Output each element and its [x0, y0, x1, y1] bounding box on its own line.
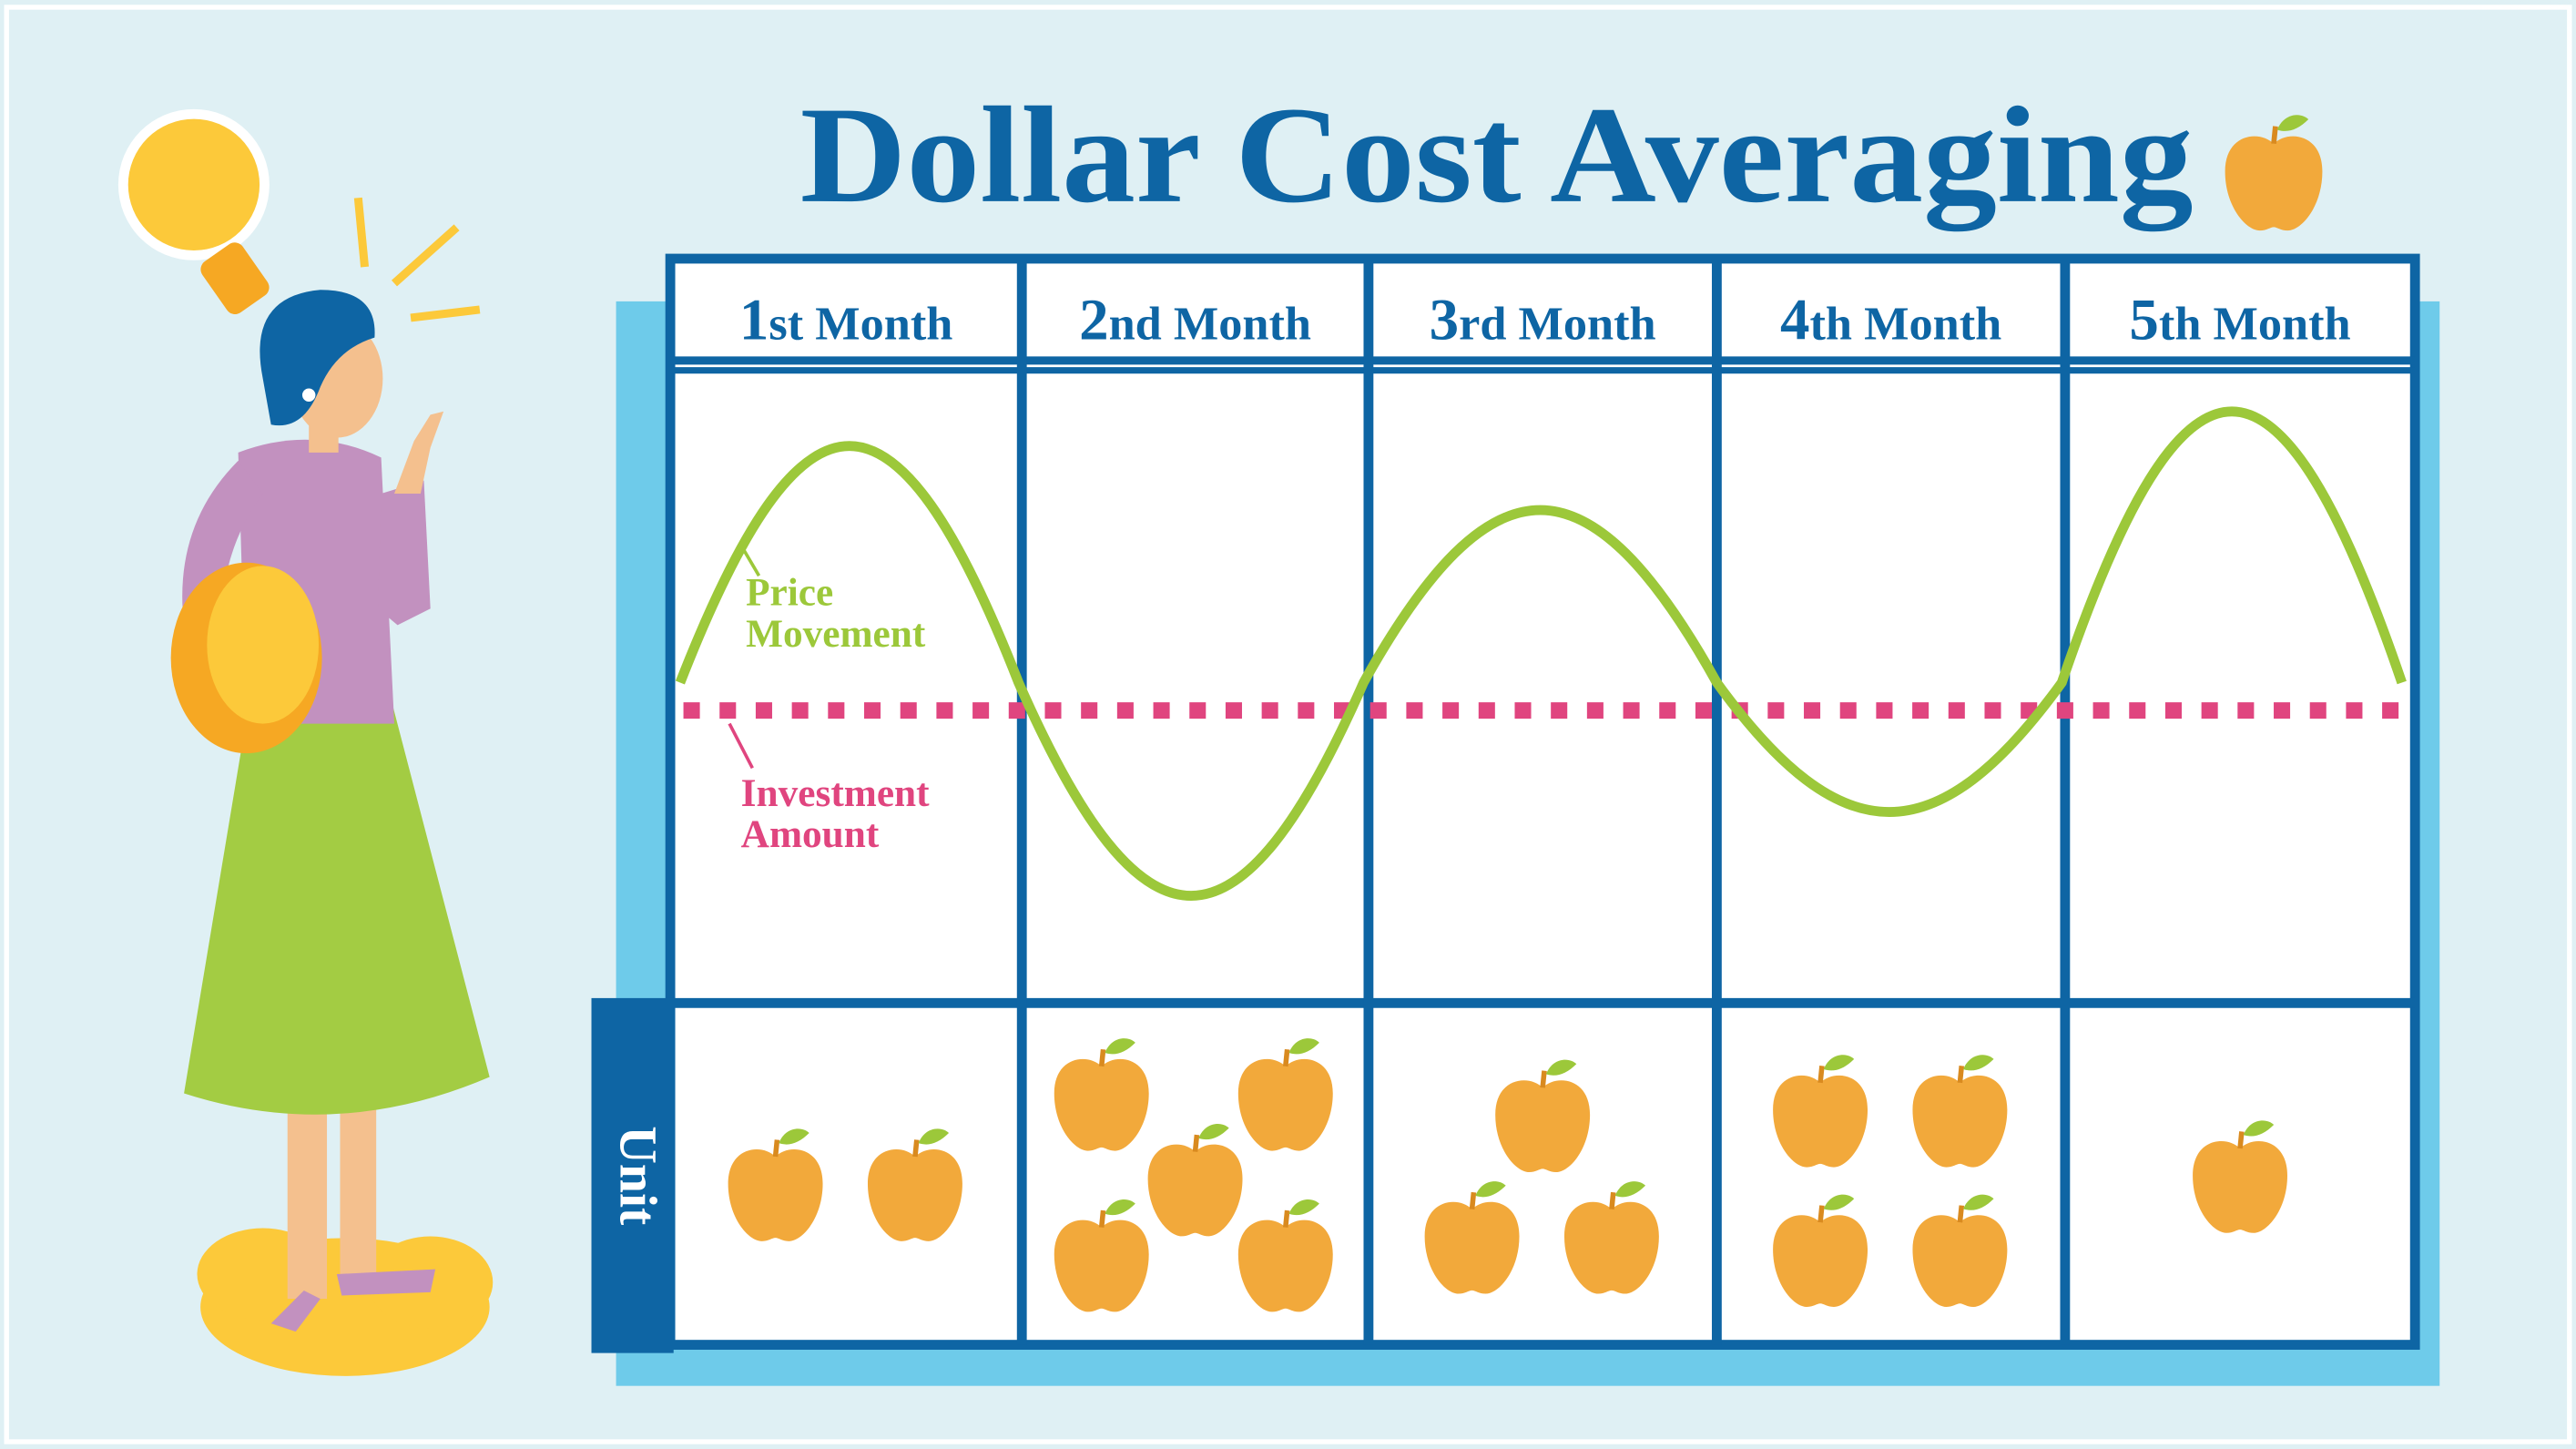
month-label: 2nd Month: [1079, 287, 1311, 352]
month-label: 3rd Month: [1430, 287, 1656, 352]
investment-label: Investment: [741, 771, 930, 815]
month-suffix: st Month: [769, 297, 952, 350]
month-label: 1st Month: [739, 287, 952, 352]
price-label: Movement: [746, 612, 926, 656]
month-suffix: th Month: [1810, 297, 2002, 350]
leader-line: [740, 546, 761, 577]
row-label: Unit: [608, 1126, 666, 1225]
month-number: 5: [2129, 287, 2158, 352]
month-suffix: th Month: [2159, 297, 2351, 350]
month-suffix: rd Month: [1459, 297, 1656, 350]
month-suffix: nd Month: [1109, 297, 1311, 350]
month-number: 4: [1780, 287, 1809, 352]
month-number: 1: [739, 287, 769, 352]
investment-label: Amount: [741, 812, 880, 856]
person-illustration: [117, 108, 494, 1376]
frame: [4, 5, 2572, 1444]
month-number: 3: [1430, 287, 1459, 352]
title: Dollar Cost Averaging: [800, 78, 2194, 232]
month-label: 5th Month: [2129, 287, 2350, 352]
price-movement-curve: [675, 406, 2407, 901]
price-label: Price: [746, 571, 833, 615]
leader-line: [728, 722, 754, 770]
month-number: 2: [1079, 287, 1108, 352]
month-label: 4th Month: [1780, 287, 2001, 352]
row-label-box: [591, 997, 674, 1353]
